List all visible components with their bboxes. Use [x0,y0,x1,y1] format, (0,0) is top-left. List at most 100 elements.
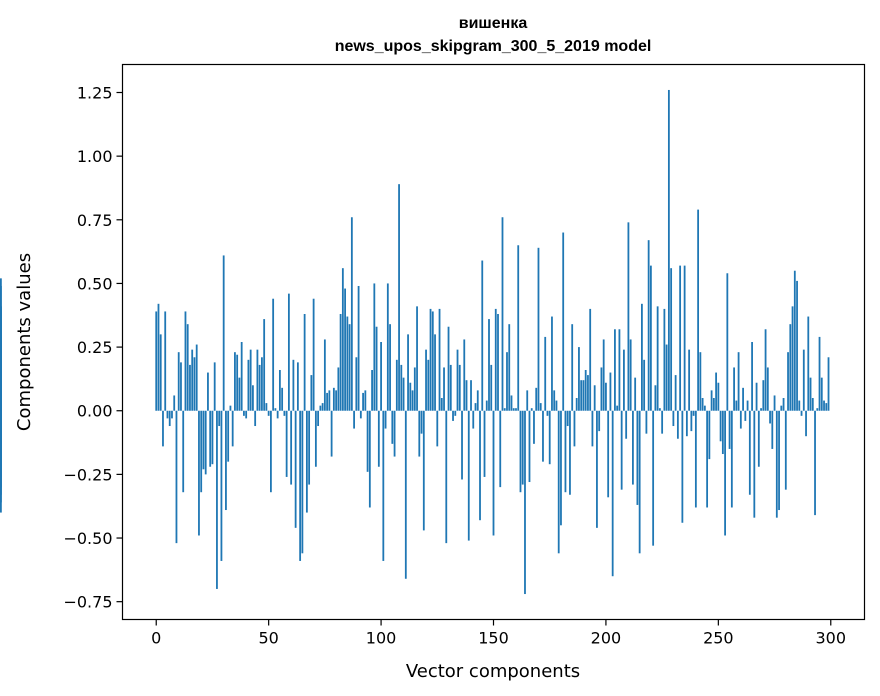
bar-156 [506,352,508,411]
bar-104 [389,324,391,411]
bar-undefined [0,398,2,411]
bar-118 [420,410,423,434]
bar-102 [384,410,387,429]
bar-186 [573,410,576,447]
bar-190 [582,380,585,411]
bar-undefined [0,410,2,488]
bar-59 [287,293,290,411]
bar-265 [751,342,753,411]
bar-50 [267,410,270,416]
bar-93 [364,390,367,411]
bar-184 [569,410,571,495]
bar-107 [395,359,398,411]
y-tick-label: −0.25 [63,465,112,484]
bar-88 [353,410,355,429]
bar-98 [375,326,378,411]
bar-143 [476,390,479,411]
x-tick-label: 0 [151,629,161,648]
bar-290 [807,316,810,411]
bar-undefined [0,278,2,411]
bar-139 [467,410,470,541]
bar-298 [825,403,828,411]
bar-131 [449,364,452,411]
bar-288 [802,349,805,411]
bar-148 [488,319,490,411]
chart-title: вишенка [459,15,528,32]
bar-246 [708,410,711,460]
x-tick-label: 50 [258,629,278,648]
bar-52 [272,298,275,411]
bar-172 [542,410,544,462]
bar-188 [578,347,580,411]
bar-235 [683,265,686,411]
bar-294 [816,408,819,411]
bar-135 [458,364,461,411]
bar-series [0,89,830,595]
bar-11 [180,362,182,411]
bar-291 [809,377,812,411]
bar-170 [537,247,540,411]
bar-279 [782,398,785,411]
bar-149 [490,364,493,411]
bar-215 [638,410,641,554]
bar-128 [443,367,445,411]
bar-202 [609,372,612,411]
bar-153 [499,410,502,488]
bar-113 [409,382,412,411]
bar-77 [328,390,331,411]
bar-210 [627,222,630,411]
bar-64 [299,410,302,561]
bar-200 [605,382,607,411]
bar-280 [784,410,787,490]
bar-277 [778,410,780,511]
bar-284 [793,270,796,411]
bar-44 [254,410,257,427]
bar-272 [766,367,769,411]
bar-65 [301,410,304,554]
bar-127 [440,398,443,411]
bar-275 [773,395,776,411]
bar-220 [649,265,652,411]
bar-132 [452,410,454,421]
bar-66 [303,314,306,411]
bar-42 [249,349,252,411]
bar-109 [400,364,403,411]
bar-27 [216,410,218,589]
bar-122 [429,308,432,411]
bar-166 [528,410,531,483]
bar-251 [719,410,722,442]
bar-255 [728,410,731,449]
bar-90 [357,285,360,411]
bar-70 [312,298,315,411]
bar-126 [438,308,441,411]
bar-146 [483,410,486,477]
bar-257 [733,367,735,411]
bar-233 [679,265,682,411]
bar-123 [431,311,434,411]
bar-15 [189,364,191,411]
bar-86 [348,324,351,411]
bar-234 [681,410,684,523]
bar-244 [703,405,706,411]
bar-254 [726,273,729,411]
bar-292 [811,398,814,411]
bar-101 [382,410,385,561]
bar-247 [710,390,713,411]
bar-245 [706,410,709,508]
bar-268 [757,410,760,467]
bar-201 [607,410,610,498]
bar-29 [220,410,223,561]
bar-151 [494,308,497,411]
bar-111 [404,410,407,579]
bar-179 [557,410,560,554]
bar-225 [661,410,664,434]
bar-213 [634,377,637,411]
bar-105 [391,410,394,444]
x-tick-label: 300 [815,629,846,648]
bar-43 [252,385,254,411]
bar-175 [548,410,551,465]
bar-72 [317,410,320,427]
bar-2 [159,334,162,411]
bar-285 [796,280,798,411]
bar-226 [663,308,666,411]
